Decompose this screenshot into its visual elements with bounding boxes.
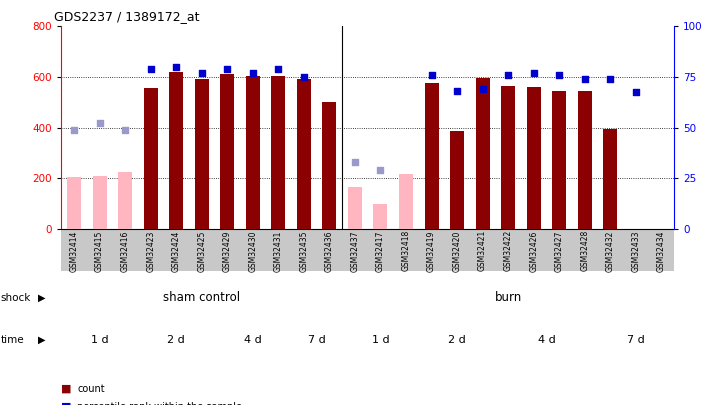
Text: 7 d: 7 d: [308, 335, 325, 345]
Point: [247, 70, 259, 76]
Point: [120, 126, 131, 133]
Bar: [246, 76, 260, 229]
Text: GDS2237 / 1389172_at: GDS2237 / 1389172_at: [54, 10, 200, 23]
Text: burn: burn: [495, 291, 522, 304]
Text: 1 d: 1 d: [371, 335, 389, 345]
Text: time: time: [1, 335, 25, 345]
Text: 1 d: 1 d: [91, 335, 108, 345]
Bar: [373, 203, 387, 229]
Bar: [143, 88, 158, 229]
Point: [145, 66, 156, 72]
Bar: [552, 91, 566, 229]
Point: [170, 64, 182, 70]
Text: ▶: ▶: [37, 335, 45, 345]
Bar: [220, 75, 234, 229]
Bar: [501, 86, 516, 229]
Bar: [526, 87, 541, 229]
Point: [375, 167, 386, 173]
Point: [196, 70, 208, 76]
Bar: [118, 172, 132, 229]
Bar: [297, 79, 311, 229]
Point: [554, 72, 565, 78]
Text: ▶: ▶: [37, 293, 45, 303]
Bar: [399, 175, 413, 229]
Text: ■: ■: [61, 384, 72, 394]
Text: count: count: [77, 384, 105, 394]
Bar: [195, 79, 209, 229]
Bar: [578, 91, 592, 229]
Point: [630, 89, 642, 96]
Point: [477, 86, 488, 92]
Text: sham control: sham control: [163, 291, 240, 304]
Point: [94, 119, 105, 126]
Bar: [92, 177, 107, 229]
Bar: [271, 76, 286, 229]
Text: shock: shock: [1, 293, 31, 303]
Point: [68, 126, 80, 133]
Bar: [322, 102, 337, 229]
Text: ■: ■: [61, 402, 72, 405]
Bar: [169, 72, 183, 229]
Point: [604, 76, 616, 82]
Bar: [425, 83, 438, 229]
Point: [426, 72, 438, 78]
Text: 2 d: 2 d: [448, 335, 466, 345]
Bar: [450, 131, 464, 229]
Point: [451, 88, 463, 94]
Point: [298, 74, 309, 80]
Bar: [476, 78, 490, 229]
Point: [528, 70, 539, 76]
Point: [221, 66, 233, 72]
Bar: [348, 187, 362, 229]
Point: [273, 66, 284, 72]
Point: [349, 159, 360, 165]
Point: [503, 72, 514, 78]
Text: 4 d: 4 d: [244, 335, 262, 345]
Text: percentile rank within the sample: percentile rank within the sample: [77, 402, 242, 405]
Bar: [67, 177, 81, 229]
Point: [579, 76, 590, 82]
Bar: [603, 129, 617, 229]
Text: 7 d: 7 d: [627, 335, 645, 345]
Text: 2 d: 2 d: [167, 335, 185, 345]
Text: 4 d: 4 d: [538, 335, 555, 345]
